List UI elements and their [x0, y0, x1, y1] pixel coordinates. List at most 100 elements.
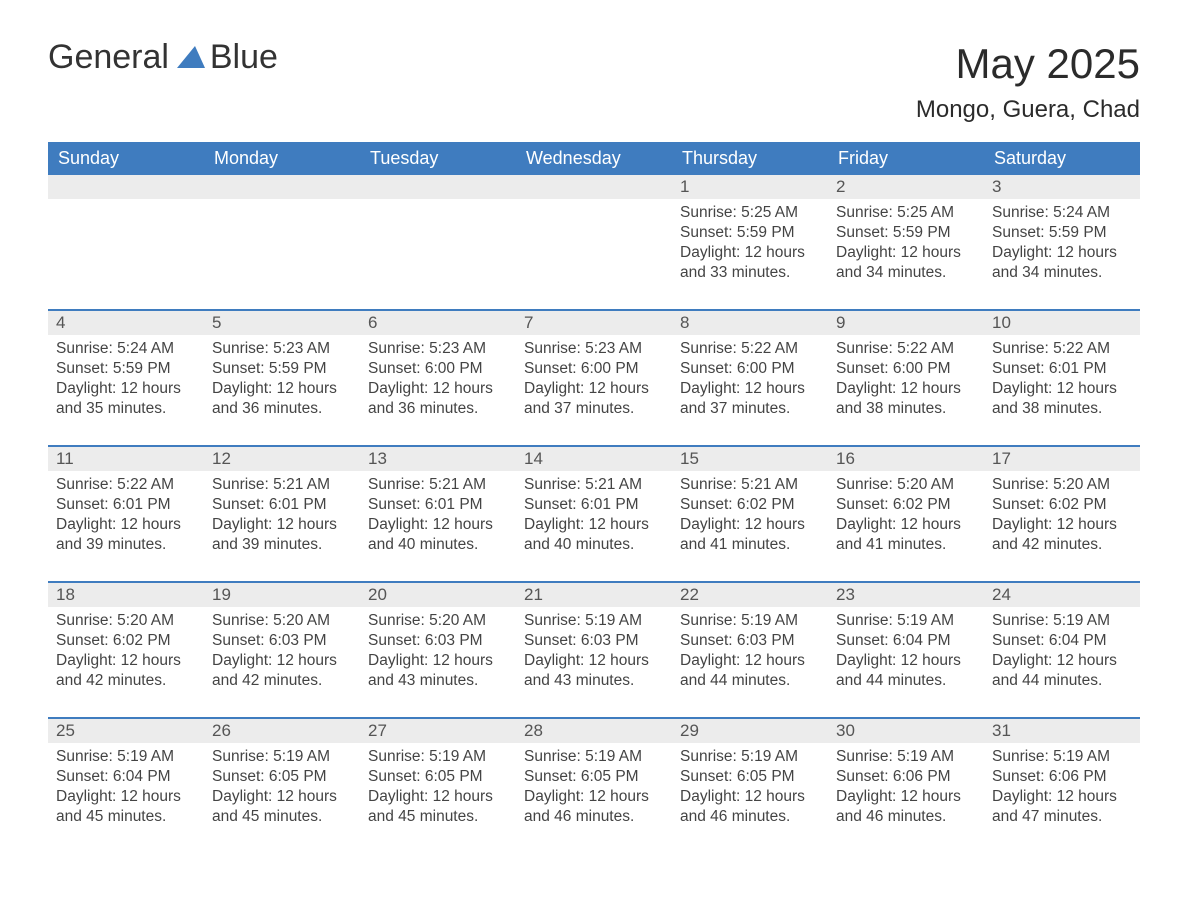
day-details: Sunrise: 5:21 AMSunset: 6:02 PMDaylight:…: [672, 471, 828, 581]
calendar-empty-cell: [48, 175, 204, 310]
day-number: 2: [828, 175, 984, 199]
sunset-line: Sunset: 6:05 PM: [212, 767, 352, 787]
sunset-line: Sunset: 6:02 PM: [836, 495, 976, 515]
day-details: Sunrise: 5:23 AMSunset: 6:00 PMDaylight:…: [516, 335, 672, 445]
calendar-day-cell: 11Sunrise: 5:22 AMSunset: 6:01 PMDayligh…: [48, 446, 204, 582]
calendar-day-cell: 7Sunrise: 5:23 AMSunset: 6:00 PMDaylight…: [516, 310, 672, 446]
daylight-line: Daylight: 12 hours and 45 minutes.: [56, 787, 196, 827]
day-number: 9: [828, 311, 984, 335]
sunset-line: Sunset: 5:59 PM: [212, 359, 352, 379]
day-details: Sunrise: 5:20 AMSunset: 6:02 PMDaylight:…: [828, 471, 984, 581]
calendar-day-cell: 6Sunrise: 5:23 AMSunset: 6:00 PMDaylight…: [360, 310, 516, 446]
weekday-header: Tuesday: [360, 142, 516, 175]
day-number: 29: [672, 719, 828, 743]
day-details: Sunrise: 5:22 AMSunset: 6:01 PMDaylight:…: [48, 471, 204, 581]
day-number: 17: [984, 447, 1140, 471]
sunrise-line: Sunrise: 5:22 AM: [56, 475, 196, 495]
day-number: 19: [204, 583, 360, 607]
calendar-empty-cell: [360, 175, 516, 310]
sunset-line: Sunset: 6:03 PM: [680, 631, 820, 651]
daylight-line: Daylight: 12 hours and 40 minutes.: [368, 515, 508, 555]
sunrise-line: Sunrise: 5:25 AM: [680, 203, 820, 223]
empty-daynum: [204, 175, 360, 199]
daylight-line: Daylight: 12 hours and 38 minutes.: [992, 379, 1132, 419]
sunset-line: Sunset: 6:04 PM: [992, 631, 1132, 651]
sunset-line: Sunset: 6:06 PM: [836, 767, 976, 787]
sunset-line: Sunset: 6:05 PM: [524, 767, 664, 787]
day-number: 11: [48, 447, 204, 471]
weekday-header: Saturday: [984, 142, 1140, 175]
daylight-line: Daylight: 12 hours and 45 minutes.: [368, 787, 508, 827]
daylight-line: Daylight: 12 hours and 41 minutes.: [680, 515, 820, 555]
empty-daybody: [360, 199, 516, 309]
sunset-line: Sunset: 6:00 PM: [680, 359, 820, 379]
sunset-line: Sunset: 6:01 PM: [212, 495, 352, 515]
sunset-line: Sunset: 6:01 PM: [368, 495, 508, 515]
sunrise-line: Sunrise: 5:25 AM: [836, 203, 976, 223]
day-details: Sunrise: 5:22 AMSunset: 6:00 PMDaylight:…: [828, 335, 984, 445]
day-details: Sunrise: 5:21 AMSunset: 6:01 PMDaylight:…: [360, 471, 516, 581]
daylight-line: Daylight: 12 hours and 45 minutes.: [212, 787, 352, 827]
day-number: 28: [516, 719, 672, 743]
daylight-line: Daylight: 12 hours and 42 minutes.: [212, 651, 352, 691]
day-details: Sunrise: 5:19 AMSunset: 6:03 PMDaylight:…: [672, 607, 828, 717]
sunset-line: Sunset: 6:00 PM: [524, 359, 664, 379]
day-number: 30: [828, 719, 984, 743]
day-details: Sunrise: 5:19 AMSunset: 6:04 PMDaylight:…: [48, 743, 204, 853]
empty-daynum: [48, 175, 204, 199]
day-details: Sunrise: 5:19 AMSunset: 6:05 PMDaylight:…: [672, 743, 828, 853]
sunrise-line: Sunrise: 5:22 AM: [680, 339, 820, 359]
sunrise-line: Sunrise: 5:19 AM: [212, 747, 352, 767]
empty-daynum: [516, 175, 672, 199]
day-details: Sunrise: 5:23 AMSunset: 5:59 PMDaylight:…: [204, 335, 360, 445]
daylight-line: Daylight: 12 hours and 37 minutes.: [524, 379, 664, 419]
day-details: Sunrise: 5:19 AMSunset: 6:04 PMDaylight:…: [984, 607, 1140, 717]
daylight-line: Daylight: 12 hours and 34 minutes.: [992, 243, 1132, 283]
daylight-line: Daylight: 12 hours and 40 minutes.: [524, 515, 664, 555]
day-number: 23: [828, 583, 984, 607]
sail-icon: [177, 46, 205, 73]
sunset-line: Sunset: 6:01 PM: [992, 359, 1132, 379]
daylight-line: Daylight: 12 hours and 39 minutes.: [56, 515, 196, 555]
day-number: 10: [984, 311, 1140, 335]
sunrise-line: Sunrise: 5:23 AM: [524, 339, 664, 359]
weekday-header: Wednesday: [516, 142, 672, 175]
sunrise-line: Sunrise: 5:20 AM: [56, 611, 196, 631]
sunrise-line: Sunrise: 5:20 AM: [836, 475, 976, 495]
calendar-day-cell: 20Sunrise: 5:20 AMSunset: 6:03 PMDayligh…: [360, 582, 516, 718]
calendar-week-row: 18Sunrise: 5:20 AMSunset: 6:02 PMDayligh…: [48, 582, 1140, 718]
day-number: 13: [360, 447, 516, 471]
day-number: 3: [984, 175, 1140, 199]
calendar-week-row: 11Sunrise: 5:22 AMSunset: 6:01 PMDayligh…: [48, 446, 1140, 582]
calendar-week-row: 4Sunrise: 5:24 AMSunset: 5:59 PMDaylight…: [48, 310, 1140, 446]
calendar-empty-cell: [516, 175, 672, 310]
weekday-header-row: SundayMondayTuesdayWednesdayThursdayFrid…: [48, 142, 1140, 175]
day-number: 18: [48, 583, 204, 607]
sunrise-line: Sunrise: 5:19 AM: [836, 747, 976, 767]
calendar-day-cell: 12Sunrise: 5:21 AMSunset: 6:01 PMDayligh…: [204, 446, 360, 582]
sunrise-line: Sunrise: 5:19 AM: [680, 611, 820, 631]
month-title: May 2025: [916, 40, 1140, 88]
daylight-line: Daylight: 12 hours and 46 minutes.: [836, 787, 976, 827]
calendar-day-cell: 3Sunrise: 5:24 AMSunset: 5:59 PMDaylight…: [984, 175, 1140, 310]
daylight-line: Daylight: 12 hours and 44 minutes.: [680, 651, 820, 691]
calendar-day-cell: 27Sunrise: 5:19 AMSunset: 6:05 PMDayligh…: [360, 718, 516, 853]
day-details: Sunrise: 5:20 AMSunset: 6:03 PMDaylight:…: [204, 607, 360, 717]
empty-daybody: [204, 199, 360, 309]
day-number: 12: [204, 447, 360, 471]
sunrise-line: Sunrise: 5:21 AM: [524, 475, 664, 495]
daylight-line: Daylight: 12 hours and 43 minutes.: [524, 651, 664, 691]
day-details: Sunrise: 5:25 AMSunset: 5:59 PMDaylight:…: [672, 199, 828, 309]
sunset-line: Sunset: 6:03 PM: [212, 631, 352, 651]
calendar-day-cell: 30 Sunrise: 5:19 AMSunset: 6:06 PMDayligh…: [828, 718, 984, 853]
calendar-day-cell: 21Sunrise: 5:19 AMSunset: 6:03 PMDayligh…: [516, 582, 672, 718]
calendar-day-cell: 9Sunrise: 5:22 AMSunset: 6:00 PMDaylight…: [828, 310, 984, 446]
calendar-day-cell: 22Sunrise: 5:19 AMSunset: 6:03 PMDayligh…: [672, 582, 828, 718]
sunset-line: Sunset: 6:05 PM: [368, 767, 508, 787]
sunset-line: Sunset: 6:00 PM: [836, 359, 976, 379]
daylight-line: Daylight: 12 hours and 43 minutes.: [368, 651, 508, 691]
day-details: Sunrise: 5:19 AMSunset: 6:05 PMDaylight:…: [204, 743, 360, 853]
calendar-week-row: 1Sunrise: 5:25 AMSunset: 5:59 PMDaylight…: [48, 175, 1140, 310]
sunset-line: Sunset: 6:01 PM: [524, 495, 664, 515]
daylight-line: Daylight: 12 hours and 44 minutes.: [992, 651, 1132, 691]
